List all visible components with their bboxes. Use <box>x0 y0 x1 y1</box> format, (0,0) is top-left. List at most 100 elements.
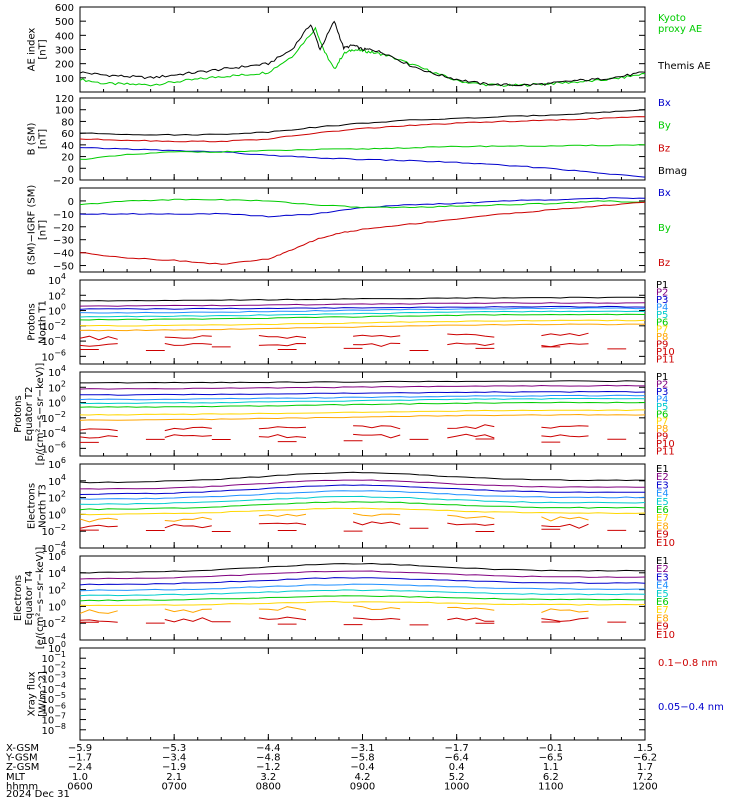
plot-date: 2024 Dec 31 <box>6 789 70 800</box>
channel-line-p9 <box>541 332 589 337</box>
channel-line-e9 <box>353 617 401 621</box>
channel-line-e9 <box>352 521 401 526</box>
channel-line-p9 <box>258 426 307 430</box>
ephemeris-row-name: MLT <box>6 772 26 783</box>
plot-area <box>80 471 645 532</box>
legend-label: Themis AE <box>657 61 711 72</box>
y-tick-label: 200 <box>55 60 74 71</box>
channel-line-e8 <box>258 513 307 517</box>
channel-label: P11 <box>656 355 675 366</box>
y-axis-label: [p/(cm²−s−sr−keV)] <box>35 363 46 466</box>
channel-label: E9 <box>656 530 669 541</box>
channel-line-p10 <box>164 343 212 346</box>
channel-label: P2 <box>656 287 668 298</box>
channel-line-e9 <box>447 522 495 526</box>
channel-line-p9 <box>353 425 401 430</box>
channel-line-p10 <box>258 342 307 347</box>
ephemeris-value: −0.4 <box>350 762 374 773</box>
y-tick-label: 10−2 <box>41 318 66 333</box>
channel-line-e9 <box>80 619 118 623</box>
y-tick-base: 10 <box>48 383 61 394</box>
channel-label: E3 <box>656 572 669 583</box>
channel-line-p10 <box>447 342 495 347</box>
channel-line-p8 <box>80 413 645 421</box>
channel-line-p4 <box>80 307 645 314</box>
y-tick-exponent: −3 <box>54 671 66 680</box>
y-tick-label: 100 <box>55 74 74 85</box>
y-tick-label: 0 <box>68 197 74 208</box>
y-tick-label: 106 <box>48 456 66 471</box>
y-tick-label: 10−6 <box>41 348 66 363</box>
ephemeris-value: 4.2 <box>355 772 371 783</box>
channel-line-p3 <box>80 305 645 310</box>
series-line-by <box>80 198 645 209</box>
y-tick-label: 104 <box>48 272 66 287</box>
y-tick-label: 40 <box>61 141 74 152</box>
channel-label: E9 <box>656 622 669 633</box>
y-tick-base: 10 <box>48 307 61 318</box>
panel-8: 10010−110−210−310−410−510−610−710−8Xray … <box>27 640 724 741</box>
channel-label: P1 <box>656 280 668 291</box>
series-line-bz <box>80 116 645 143</box>
ephemeris-value: −5.8 <box>350 753 374 764</box>
legend-label: By <box>658 223 671 234</box>
y-tick-label: −50 <box>53 262 74 273</box>
channel-label: E7 <box>656 605 669 616</box>
y-tick-base: 10 <box>48 494 61 505</box>
y-tick-label: 10−2 <box>41 615 66 630</box>
y-tick-exponent: 0 <box>61 598 66 607</box>
channel-label: P8 <box>656 424 668 435</box>
channel-line-p5 <box>80 397 645 405</box>
y-tick-label: 10−1 <box>41 650 66 665</box>
y-tick-base: 10 <box>41 636 54 647</box>
y-tick-label: 10−8 <box>41 722 66 737</box>
ephemeris-value: 0900 <box>350 781 375 792</box>
plot-area <box>80 20 645 87</box>
channel-line-p9 <box>447 424 495 430</box>
y-axis-label: Electrons <box>13 575 24 621</box>
ephemeris-value: −0.1 <box>539 743 563 754</box>
y-tick-exponent: −7 <box>54 712 66 721</box>
plot-area <box>80 197 645 265</box>
y-tick-label: 10−3 <box>41 671 66 686</box>
panel-3: −50 −40 −30 −20 −10 0 B (SM)−IGRF (SM) [nT] Bx By… <box>27 185 671 276</box>
channel-label: P8 <box>656 332 668 343</box>
y-tick-exponent: −4 <box>54 333 66 342</box>
y-tick-base: 10 <box>41 619 54 630</box>
channel-line-e5 <box>80 589 645 597</box>
y-axis-label: Equator T4 <box>24 571 35 626</box>
channel-label: E6 <box>656 505 669 516</box>
ephemeris-value: 6.2 <box>543 772 559 783</box>
ephemeris-value: −6.5 <box>539 753 563 764</box>
channel-line-e4 <box>80 490 645 500</box>
channel-line-e9 <box>541 617 589 622</box>
y-tick-exponent: 0 <box>61 395 66 404</box>
y-tick-label: 80 <box>61 117 74 128</box>
y-tick-exponent: 2 <box>61 490 66 499</box>
y-tick-base: 10 <box>41 654 54 665</box>
panel-frame <box>79 187 646 273</box>
y-tick-label: −20 <box>53 223 74 234</box>
ephemeris-value: 1.0 <box>72 772 88 783</box>
y-tick-exponent: −2 <box>54 660 66 669</box>
series-line-kyoto-proxy-ae <box>80 26 645 87</box>
channel-line-e4 <box>80 583 645 592</box>
channel-label: E4 <box>656 581 669 592</box>
channel-label: P5 <box>656 402 668 413</box>
channel-line-p9 <box>80 335 118 341</box>
channel-line-e1 <box>80 562 645 574</box>
channel-line-e6 <box>80 501 645 511</box>
channel-line-e8 <box>353 512 401 517</box>
y-tick-label: −40 <box>53 249 74 260</box>
ephemeris-value: 0800 <box>256 781 281 792</box>
ephemeris-value: −5.3 <box>162 743 186 754</box>
y-tick-label: −30 <box>53 236 74 247</box>
y-tick-exponent: −2 <box>54 410 66 419</box>
series-line-bz <box>80 201 645 265</box>
panel-frame <box>79 279 646 365</box>
channel-line-p10 <box>80 435 118 439</box>
y-tick-label: 0 <box>68 164 74 175</box>
channel-line-e3 <box>80 484 645 495</box>
channel-line-e7 <box>80 507 645 516</box>
